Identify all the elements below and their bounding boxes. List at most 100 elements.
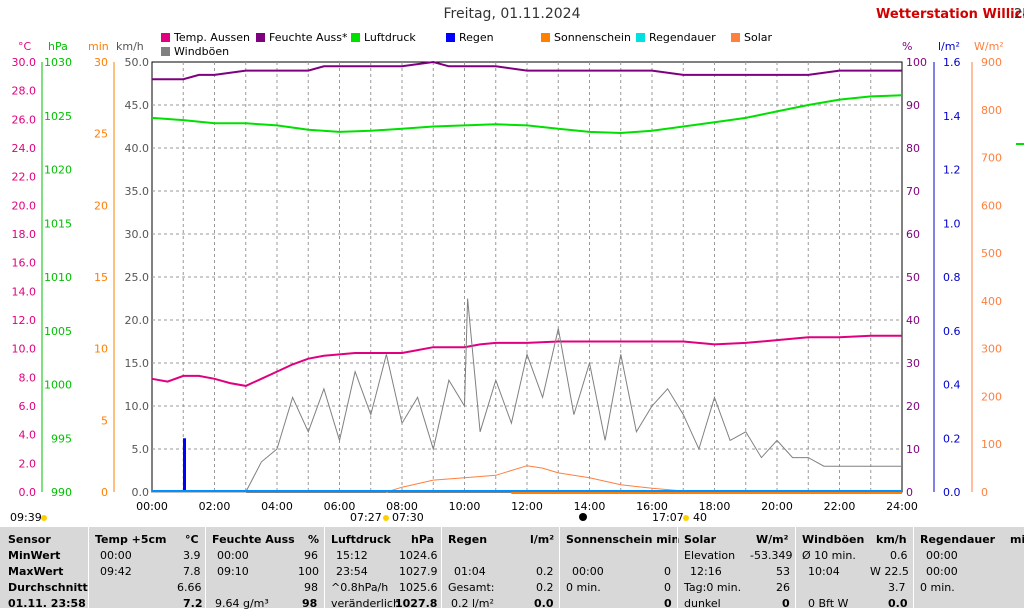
unit-degc: °C	[18, 40, 32, 53]
humidity-tick-label: 30	[906, 357, 920, 370]
windspeed-tick-label: 25.0	[125, 271, 150, 284]
unit-min: min	[88, 40, 109, 53]
minutes-tick-label: 5	[101, 414, 108, 427]
windspeed-tick-label: 10.0	[125, 400, 150, 413]
stats-col-temp: Temp +5cm °C 00:00 3.9 09:42 7.8 6.66 7.…	[95, 533, 203, 610]
legend-swatch	[731, 33, 740, 42]
moon-icon	[579, 513, 587, 521]
temp-tick-label: 10.0	[12, 343, 37, 356]
temp-tick-label: 22.0	[12, 171, 37, 184]
windspeed-tick-label: 40.0	[125, 142, 150, 155]
sunset-time-2: 40	[693, 511, 707, 524]
series-line-feuchte-auss	[152, 60, 902, 81]
unit-lm2: l/m²	[938, 40, 960, 53]
pressure-tick-label: 1015	[44, 217, 72, 230]
chart-legend: Temp. Aussen Feuchte Auss* Luftdruck Reg…	[161, 31, 901, 61]
pressure-tick-label: 995	[51, 432, 72, 445]
temp-tick-label: 12.0	[12, 314, 37, 327]
stats-col-solar: Solar W/m² Elevation -53.349 12:16 53 Ta…	[684, 533, 793, 610]
stats-divider	[205, 527, 206, 608]
station-extra: 24	[1014, 7, 1024, 22]
solar-tick-label: 400	[981, 295, 1002, 308]
legend-item: Temp. Aussen	[161, 31, 250, 44]
humidity-tick-label: 40	[906, 314, 920, 327]
rain-tick-label: 0.4	[943, 379, 961, 392]
stats-col-sensor: Sensor MinWert MaxWert Durchschnitt 01.1…	[8, 533, 88, 610]
time-tick-label: 08:00	[386, 500, 418, 513]
time-tick-label: 20:00	[761, 500, 793, 513]
humidity-tick-label: 50	[906, 271, 920, 284]
pressure-tick-label: 1005	[44, 325, 72, 338]
legend-item: Sonnenschein	[541, 31, 631, 44]
temp-tick-label: 26.0	[12, 113, 37, 126]
sunrise-time: 07:27	[350, 511, 382, 524]
temp-tick-label: 8.0	[19, 371, 37, 384]
time-tick-label: 06:00	[324, 500, 356, 513]
legend-swatch	[636, 33, 645, 42]
legend-item: Regen	[446, 31, 494, 44]
temp-tick-label: 14.0	[12, 285, 37, 298]
pressure-tick-label: 1020	[44, 164, 72, 177]
minutes-tick-label: 15	[94, 271, 108, 284]
temp-tick-label: 24.0	[12, 142, 37, 155]
legend-swatch	[541, 33, 550, 42]
legend-swatch	[161, 33, 170, 42]
humidity-tick-label: 20	[906, 400, 920, 413]
time-tick-label: 12:00	[511, 500, 543, 513]
minutes-tick-label: 10	[94, 343, 108, 356]
pressure-tick-label: 1010	[44, 271, 72, 284]
pressure-tick-label: 1030	[44, 56, 72, 69]
windspeed-tick-label: 30.0	[125, 228, 150, 241]
time-tick-label: 02:00	[199, 500, 231, 513]
unit-wm2: W/m²	[974, 40, 1004, 53]
station-name: Wetterstation Willich	[876, 7, 1024, 22]
rain-tick-label: 1.0	[943, 217, 961, 230]
series-line-windb-en	[152, 298, 902, 493]
temp-tick-label: 18.0	[12, 228, 37, 241]
solar-tick-label: 600	[981, 199, 1002, 212]
solar-tick-label: 800	[981, 104, 1002, 117]
unit-kmh: km/h	[116, 40, 144, 53]
humidity-tick-label: 90	[906, 99, 920, 112]
rain-tick-label: 0.0	[943, 486, 961, 499]
sun-icon	[41, 515, 47, 521]
temp-tick-label: 0.0	[19, 486, 37, 499]
pressure-tick-label: 990	[51, 486, 72, 499]
series-line-luftdruck	[151, 94, 903, 135]
pressure-tick-label: 1025	[44, 110, 72, 123]
legend-swatch	[351, 33, 360, 42]
minutes-tick-label: 0	[101, 486, 108, 499]
humidity-tick-label: 0	[906, 486, 913, 499]
windspeed-tick-label: 45.0	[125, 99, 150, 112]
legend-item: Regendauer	[636, 31, 716, 44]
series-line-temp-aussen	[151, 334, 902, 387]
windspeed-tick-label: 35.0	[125, 185, 150, 198]
humidity-tick-label: 70	[906, 185, 920, 198]
windspeed-tick-label: 0.0	[132, 486, 150, 499]
time-tick-label: 00:00	[136, 500, 168, 513]
windspeed-tick-label: 50.0	[125, 56, 150, 69]
stats-col-sunshine: Sonnenschein min 00:00 0 0 min. 0 0	[566, 533, 680, 610]
solar-tick-label: 300	[981, 343, 1002, 356]
minutes-tick-label: 25	[94, 128, 108, 141]
solar-tick-label: 500	[981, 247, 1002, 260]
temp-tick-label: 28.0	[12, 85, 37, 98]
humidity-tick-label: 100	[906, 56, 927, 69]
windspeed-tick-label: 5.0	[132, 443, 150, 456]
rain-tick-label: 0.2	[943, 432, 961, 445]
legend-item: Windböen	[161, 45, 229, 58]
minutes-tick-label: 30	[94, 56, 108, 69]
temp-tick-label: 6.0	[19, 400, 37, 413]
time-tick-label: 18:00	[699, 500, 731, 513]
sunset-time: 17:07	[652, 511, 684, 524]
time-tick-label: 16:00	[636, 500, 668, 513]
windspeed-tick-label: 15.0	[125, 357, 150, 370]
time-tick-label: 24:00	[886, 500, 918, 513]
time-tick-label: 04:00	[261, 500, 293, 513]
solar-tick-label: 700	[981, 152, 1002, 165]
solar-tick-label: 0	[981, 486, 988, 499]
windspeed-tick-label: 20.0	[125, 314, 150, 327]
time-tick-label: 10:00	[449, 500, 481, 513]
series-line-solar	[386, 465, 690, 493]
sunrise-time-2: 07:30	[392, 511, 424, 524]
